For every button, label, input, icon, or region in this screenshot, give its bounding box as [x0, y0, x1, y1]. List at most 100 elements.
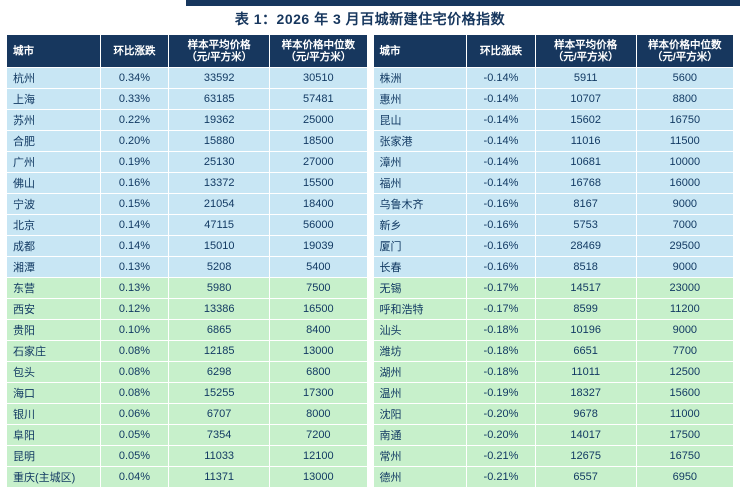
- median-price-cell: 12500: [635, 361, 735, 383]
- median-price-cell: 5600: [635, 67, 735, 89]
- table-row: 新乡 -0.16% 5753 7000: [372, 214, 735, 236]
- change-cell: 0.14%: [99, 214, 170, 236]
- table-row: 东营 0.13% 5980 7500: [6, 277, 368, 299]
- change-cell: 0.12%: [99, 298, 170, 320]
- city-cell: 德州: [372, 466, 468, 488]
- table-row: 湘潭 0.13% 5208 5400: [6, 256, 368, 278]
- avg-price-cell: 8518: [534, 256, 637, 278]
- table-header-right: 城市 环比涨跌 样本平均价格 （元/平方米） 样本价格中位数 （元/平方米）: [372, 34, 735, 68]
- change-cell: 0.05%: [99, 424, 170, 446]
- avg-price-cell: 10196: [534, 319, 637, 341]
- avg-price-cell: 14517: [534, 277, 637, 299]
- median-price-cell: 17500: [635, 424, 735, 446]
- price-table-left: 城市 环比涨跌 样本平均价格 （元/平方米） 样本价格中位数 （元/平方米） 杭…: [6, 34, 368, 488]
- table-row: 广州 0.19% 25130 27000: [6, 151, 368, 173]
- avg-price-cell: 33592: [168, 67, 271, 89]
- change-cell: 0.19%: [99, 151, 170, 173]
- column-header-median-price: 样本价格中位数 （元/平方米）: [635, 34, 735, 68]
- median-price-cell: 8400: [269, 319, 368, 341]
- column-header-avg-line2: （元/平方米）: [186, 51, 253, 63]
- table-row: 惠州 -0.14% 10707 8800: [372, 88, 735, 110]
- column-header-median-line1: 样本价格中位数: [281, 39, 356, 51]
- median-price-cell: 7500: [269, 277, 368, 299]
- table-row: 呼和浩特 -0.17% 8599 11200: [372, 298, 735, 320]
- city-cell: 昆明: [6, 445, 101, 467]
- change-cell: -0.17%: [466, 298, 536, 320]
- avg-price-cell: 10707: [534, 88, 637, 110]
- city-cell: 上海: [6, 88, 101, 110]
- city-cell: 沈阳: [372, 403, 468, 425]
- avg-price-cell: 8599: [534, 298, 637, 320]
- avg-price-cell: 5753: [534, 214, 637, 236]
- change-cell: 0.04%: [99, 466, 170, 488]
- city-cell: 成都: [6, 235, 101, 257]
- median-price-cell: 11200: [635, 298, 735, 320]
- change-cell: -0.18%: [466, 319, 536, 341]
- table-row: 银川 0.06% 6707 8000: [6, 403, 368, 425]
- avg-price-cell: 6557: [534, 466, 637, 488]
- change-cell: -0.16%: [466, 235, 536, 257]
- change-cell: 0.15%: [99, 193, 170, 215]
- city-cell: 西安: [6, 298, 101, 320]
- table-row: 西安 0.12% 13386 16500: [6, 298, 368, 320]
- table-row: 昆山 -0.14% 15602 16750: [372, 109, 735, 131]
- table-row: 潍坊 -0.18% 6651 7700: [372, 340, 735, 362]
- city-cell: 长春: [372, 256, 468, 278]
- avg-price-cell: 25130: [168, 151, 271, 173]
- change-cell: 0.08%: [99, 382, 170, 404]
- median-price-cell: 12100: [269, 445, 368, 467]
- change-cell: 0.20%: [99, 130, 170, 152]
- city-cell: 杭州: [6, 67, 101, 89]
- change-cell: -0.14%: [466, 172, 536, 194]
- city-cell: 无锡: [372, 277, 468, 299]
- column-header-change: 环比涨跌: [99, 34, 170, 68]
- median-price-cell: 16500: [269, 298, 368, 320]
- city-cell: 重庆(主城区): [6, 466, 101, 488]
- change-cell: 0.13%: [99, 277, 170, 299]
- avg-price-cell: 12185: [168, 340, 271, 362]
- median-price-cell: 11000: [635, 403, 735, 425]
- table-row: 重庆(主城区) 0.04% 11371 13000: [6, 466, 368, 488]
- change-cell: -0.20%: [466, 403, 536, 425]
- median-price-cell: 9000: [635, 256, 735, 278]
- city-cell: 乌鲁木齐: [372, 193, 468, 215]
- table-row: 海口 0.08% 15255 17300: [6, 382, 368, 404]
- median-price-cell: 5400: [269, 256, 368, 278]
- city-cell: 株洲: [372, 67, 468, 89]
- avg-price-cell: 11011: [534, 361, 637, 383]
- column-header-median-line1: 样本价格中位数: [648, 39, 722, 51]
- median-price-cell: 9000: [635, 193, 735, 215]
- avg-price-cell: 9678: [534, 403, 637, 425]
- table-row: 杭州 0.34% 33592 30510: [6, 67, 368, 89]
- median-price-cell: 7200: [269, 424, 368, 446]
- avg-price-cell: 5208: [168, 256, 271, 278]
- table-row: 温州 -0.19% 18327 15600: [372, 382, 735, 404]
- table-row: 南通 -0.20% 14017 17500: [372, 424, 735, 446]
- column-header-avg-line2: （元/平方米）: [552, 51, 619, 63]
- city-cell: 银川: [6, 403, 101, 425]
- city-cell: 呼和浩特: [372, 298, 468, 320]
- avg-price-cell: 6865: [168, 319, 271, 341]
- change-cell: -0.18%: [466, 340, 536, 362]
- column-header-avg-price: 样本平均价格 （元/平方米）: [168, 34, 271, 68]
- column-header-median-price: 样本价格中位数 （元/平方米）: [269, 34, 368, 68]
- change-cell: -0.16%: [466, 256, 536, 278]
- column-header-city: 城市: [372, 34, 468, 68]
- median-price-cell: 10000: [635, 151, 735, 173]
- avg-price-cell: 11016: [534, 130, 637, 152]
- change-cell: 0.06%: [99, 403, 170, 425]
- city-cell: 阜阳: [6, 424, 101, 446]
- avg-price-cell: 28469: [534, 235, 637, 257]
- change-cell: -0.21%: [466, 466, 536, 488]
- median-price-cell: 6950: [635, 466, 735, 488]
- median-price-cell: 18500: [269, 130, 368, 152]
- city-cell: 常州: [372, 445, 468, 467]
- avg-price-cell: 16768: [534, 172, 637, 194]
- table-row: 包头 0.08% 6298 6800: [6, 361, 368, 383]
- avg-price-cell: 7354: [168, 424, 271, 446]
- avg-price-cell: 15010: [168, 235, 271, 257]
- avg-price-cell: 12675: [534, 445, 637, 467]
- city-cell: 昆山: [372, 109, 468, 131]
- avg-price-cell: 6707: [168, 403, 271, 425]
- city-cell: 贵阳: [6, 319, 101, 341]
